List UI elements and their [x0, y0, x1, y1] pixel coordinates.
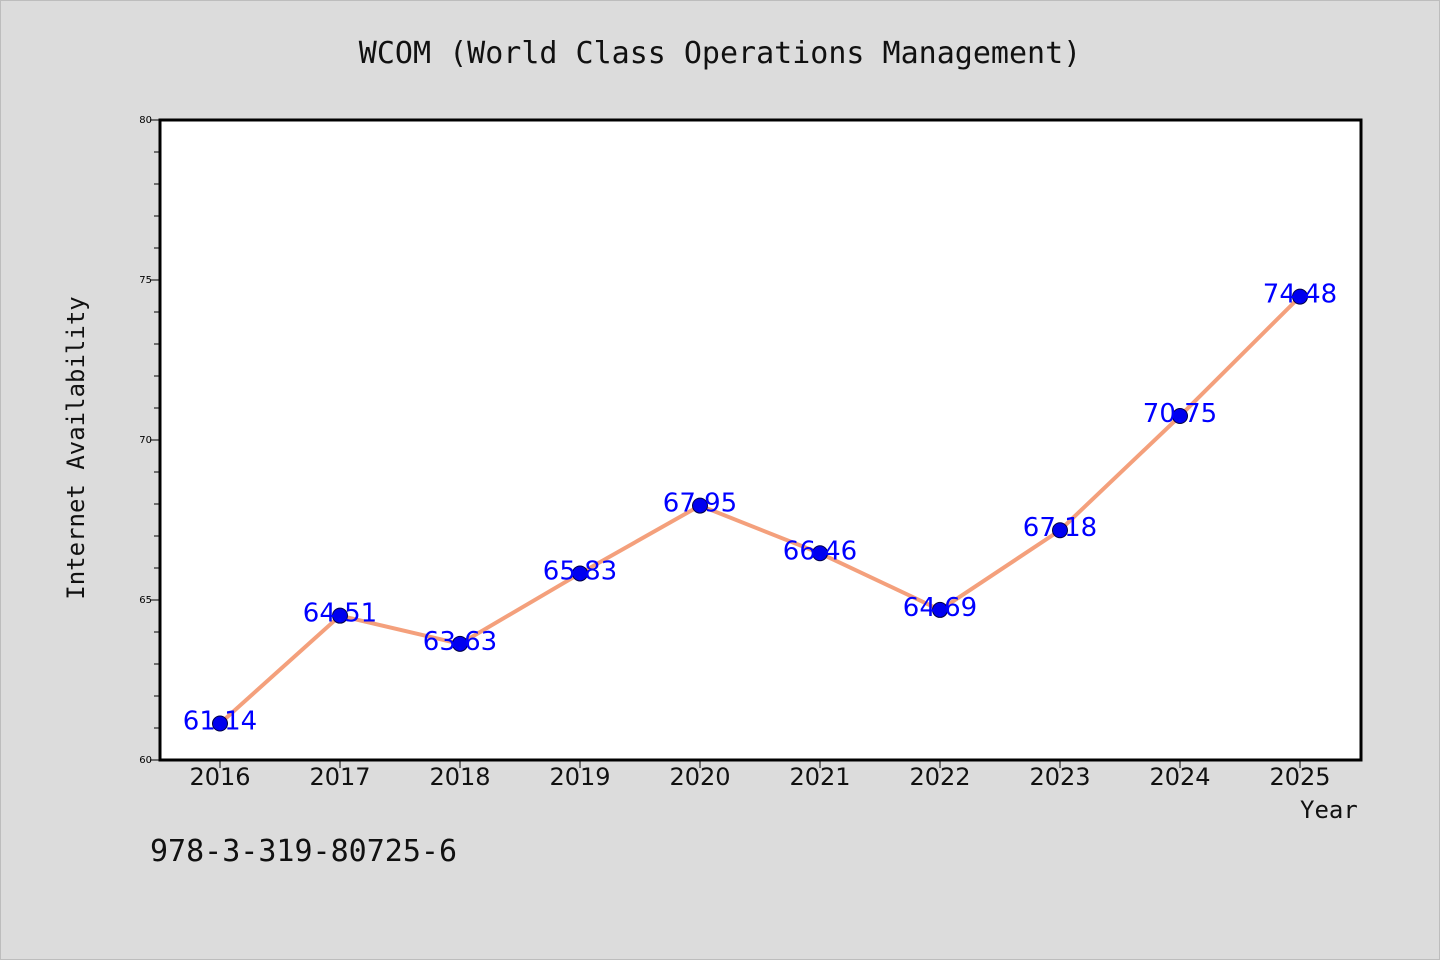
- plot-area: [158, 118, 1363, 762]
- data-label: 63.63: [423, 627, 497, 657]
- x-tick-label: 2023: [1029, 763, 1090, 791]
- data-label: 74.48: [1263, 280, 1337, 310]
- x-tick-label: 2022: [909, 763, 970, 791]
- x-tick-label: 2018: [429, 763, 490, 791]
- series-line: [218, 294, 1302, 726]
- y-tick-label: 75: [139, 275, 152, 286]
- data-label: 64.69: [903, 593, 977, 623]
- data-label: 64.51: [303, 599, 377, 629]
- data-point: [332, 607, 348, 624]
- y-tick-label: 80: [139, 115, 152, 126]
- data-label: 65.83: [543, 556, 617, 586]
- data-point: [212, 715, 228, 732]
- data-point: [812, 545, 828, 562]
- x-tick-label: 2017: [309, 763, 370, 791]
- y-tick-label: 70: [139, 435, 152, 446]
- data-label: 66.46: [783, 536, 857, 566]
- data-label: 67.95: [663, 489, 737, 519]
- data-point: [1172, 408, 1188, 424]
- data-point: [932, 601, 948, 618]
- x-tick-label: 2019: [549, 763, 610, 791]
- data-point: [452, 635, 468, 652]
- x-tick-label: 2025: [1269, 763, 1330, 791]
- data-label: 67.18: [1023, 513, 1097, 543]
- data-point: [1052, 522, 1068, 539]
- x-axis-label: Year: [1300, 796, 1358, 824]
- x-tick-label: 2024: [1149, 763, 1210, 791]
- data-point: [692, 497, 708, 514]
- y-tick-label: 65: [139, 595, 152, 606]
- data-point: [1292, 288, 1308, 305]
- x-tick-label: 2021: [789, 763, 850, 791]
- data-label: 61.14: [183, 707, 257, 737]
- x-tick-label: 2020: [669, 763, 730, 791]
- data-label: 70.75: [1143, 399, 1217, 429]
- isbn-footer: 978-3-319-80725-6: [150, 834, 458, 869]
- x-tick-label: 2016: [189, 763, 250, 791]
- chart-title: WCOM (World Class Operations Management): [358, 36, 1082, 71]
- y-tick-label: 60: [139, 755, 152, 766]
- data-point: [572, 565, 588, 582]
